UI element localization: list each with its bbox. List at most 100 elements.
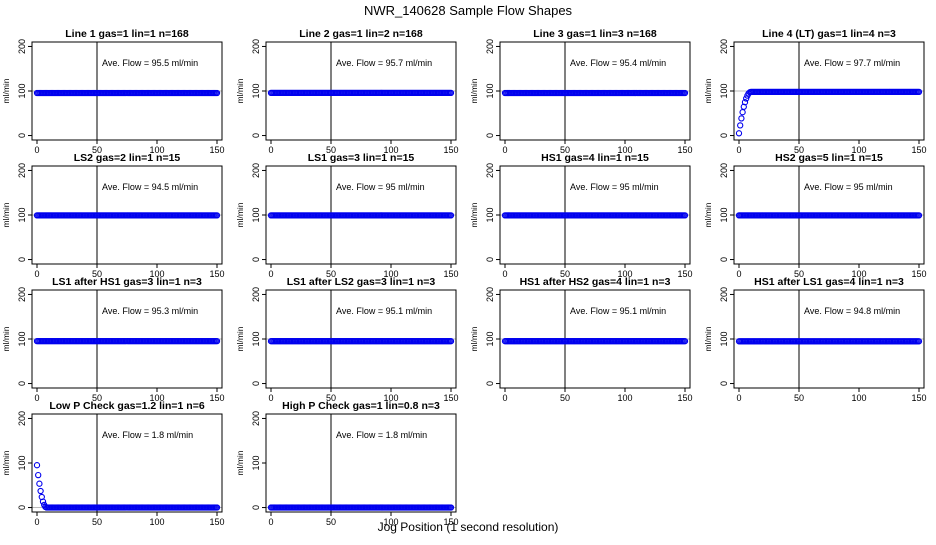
panel: Line 1 gas=1 lin=1 n=168 0 50 100 150 0 100 200… [1,28,225,155]
x-tick-label: 0 [736,145,741,155]
panel-title: HS1 after HS2 gas=4 lin=1 n=3 [520,276,671,288]
y-tick-label: 0 [251,381,261,386]
data-points [267,338,455,345]
y-tick-label: 100 [17,331,27,346]
panel: Line 3 gas=1 lin=3 n=168 0 50 100 150 0 100 200… [469,28,693,155]
data-point [33,462,41,469]
panel: HS1 gas=4 lin=1 n=15 0 50 100 150 0 100 200 ml/m… [469,152,693,279]
data-point [737,122,744,129]
x-tick-label: 100 [383,393,398,403]
annotation-text: Ave. Flow = 95.5 ml/min [102,58,198,68]
data-points [267,89,455,97]
x-tick-label: 0 [502,145,507,155]
y-tick-label: 200 [17,39,27,54]
y-tick-label: 200 [485,287,495,302]
y-tick-label: 0 [17,133,27,138]
y-axis-label: ml/min [235,326,245,351]
x-tick-label: 150 [677,393,692,403]
data-point [735,130,743,137]
panel-title: LS2 gas=2 lin=1 n=15 [74,152,181,164]
y-tick-label: 0 [485,133,495,138]
y-axis-label: ml/min [703,326,713,351]
panel: LS1 after HS1 gas=3 lin=1 n=3 0 50 100 150 0 1… [1,276,225,403]
plot-frame [265,413,457,513]
y-tick-label: 0 [17,257,27,262]
x-tick-label: 100 [383,517,398,527]
y-tick-label: 100 [485,83,495,98]
annotation-text: Ave. Flow = 95.4 ml/min [570,58,666,68]
panel: Line 4 (LT) gas=1 lin=4 n=3 0 50 100 150 0 100… [703,28,927,155]
y-axis-label: ml/min [703,202,713,227]
annotation-text: Ave. Flow = 95 ml/min [804,182,893,192]
data-points [33,337,221,345]
data-point [213,504,221,511]
y-tick-label: 100 [17,455,27,470]
panel-title: HS2 gas=5 lin=1 n=15 [775,152,883,164]
data-point [738,115,745,122]
plot-frame [31,413,223,513]
panel-title: LS1 after HS1 gas=3 lin=1 n=3 [52,276,202,288]
x-tick-label: 100 [383,145,398,155]
x-tick-label: 50 [560,393,570,403]
y-tick-label: 100 [485,207,495,222]
panel: Low P Check gas=1.2 lin=1 n=6 0 50 100 150 0 1… [1,400,225,527]
x-tick-label: 150 [209,393,224,403]
y-tick-label: 0 [17,505,27,510]
x-tick-label: 150 [209,145,224,155]
y-axis-label: ml/min [235,202,245,227]
x-tick-label: 50 [326,393,336,403]
panel-title: HS1 after LS1 gas=4 lin=1 n=3 [754,276,904,288]
annotation-text: Ave. Flow = 97.7 ml/min [804,58,900,68]
annotation-text: Ave. Flow = 95.3 ml/min [102,306,198,316]
panel: HS1 after HS2 gas=4 lin=1 n=3 0 50 100 150 0 1… [469,276,693,403]
panel-title: Line 2 gas=1 lin=2 n=168 [299,28,423,40]
x-tick-label: 150 [443,145,458,155]
data-points [267,212,455,219]
x-tick-label: 0 [268,517,273,527]
x-tick-label: 0 [268,269,273,279]
panel: Line 2 gas=1 lin=2 n=168 0 50 100 150 0 100 200… [235,28,459,155]
data-point [447,212,455,219]
y-axis-label: ml/min [1,450,11,475]
x-tick-label: 150 [677,145,692,155]
y-tick-label: 0 [251,257,261,262]
x-tick-label: 150 [209,269,224,279]
x-axis-label: Jog Position (1 second resolution) [378,520,559,534]
panel-title: Line 4 (LT) gas=1 lin=4 n=3 [762,28,896,40]
x-tick-label: 100 [851,393,866,403]
x-tick-label: 50 [326,145,336,155]
y-tick-label: 200 [719,163,729,178]
x-tick-label: 50 [560,269,570,279]
y-tick-label: 200 [251,163,261,178]
y-tick-label: 100 [485,331,495,346]
x-tick-label: 50 [794,269,804,279]
x-tick-label: 100 [149,393,164,403]
data-point [447,89,455,97]
y-tick-label: 0 [719,257,729,262]
y-tick-label: 0 [485,257,495,262]
y-tick-label: 100 [251,331,261,346]
x-tick-label: 100 [149,145,164,155]
data-point [213,212,221,219]
x-tick-label: 100 [617,393,632,403]
data-points [501,89,689,97]
x-tick-label: 150 [443,517,458,527]
y-axis-label: ml/min [235,78,245,103]
x-tick-label: 100 [851,145,866,155]
data-point [39,498,47,505]
x-tick-label: 150 [443,269,458,279]
x-tick-label: 50 [560,145,570,155]
y-tick-label: 100 [17,207,27,222]
x-tick-label: 150 [443,393,458,403]
data-point [213,337,221,345]
panel: High P Check gas=1 lin=0.8 n=3 0 50 100 150 0… [235,400,459,527]
y-axis-label: ml/min [469,78,479,103]
panel: HS2 gas=5 lin=1 n=15 0 50 100 150 0 100 200 ml/m… [703,152,927,279]
data-points [501,338,689,345]
y-axis-label: ml/min [235,450,245,475]
y-tick-label: 100 [251,455,261,470]
y-tick-label: 100 [719,207,729,222]
x-tick-label: 150 [911,145,926,155]
y-tick-label: 200 [485,163,495,178]
